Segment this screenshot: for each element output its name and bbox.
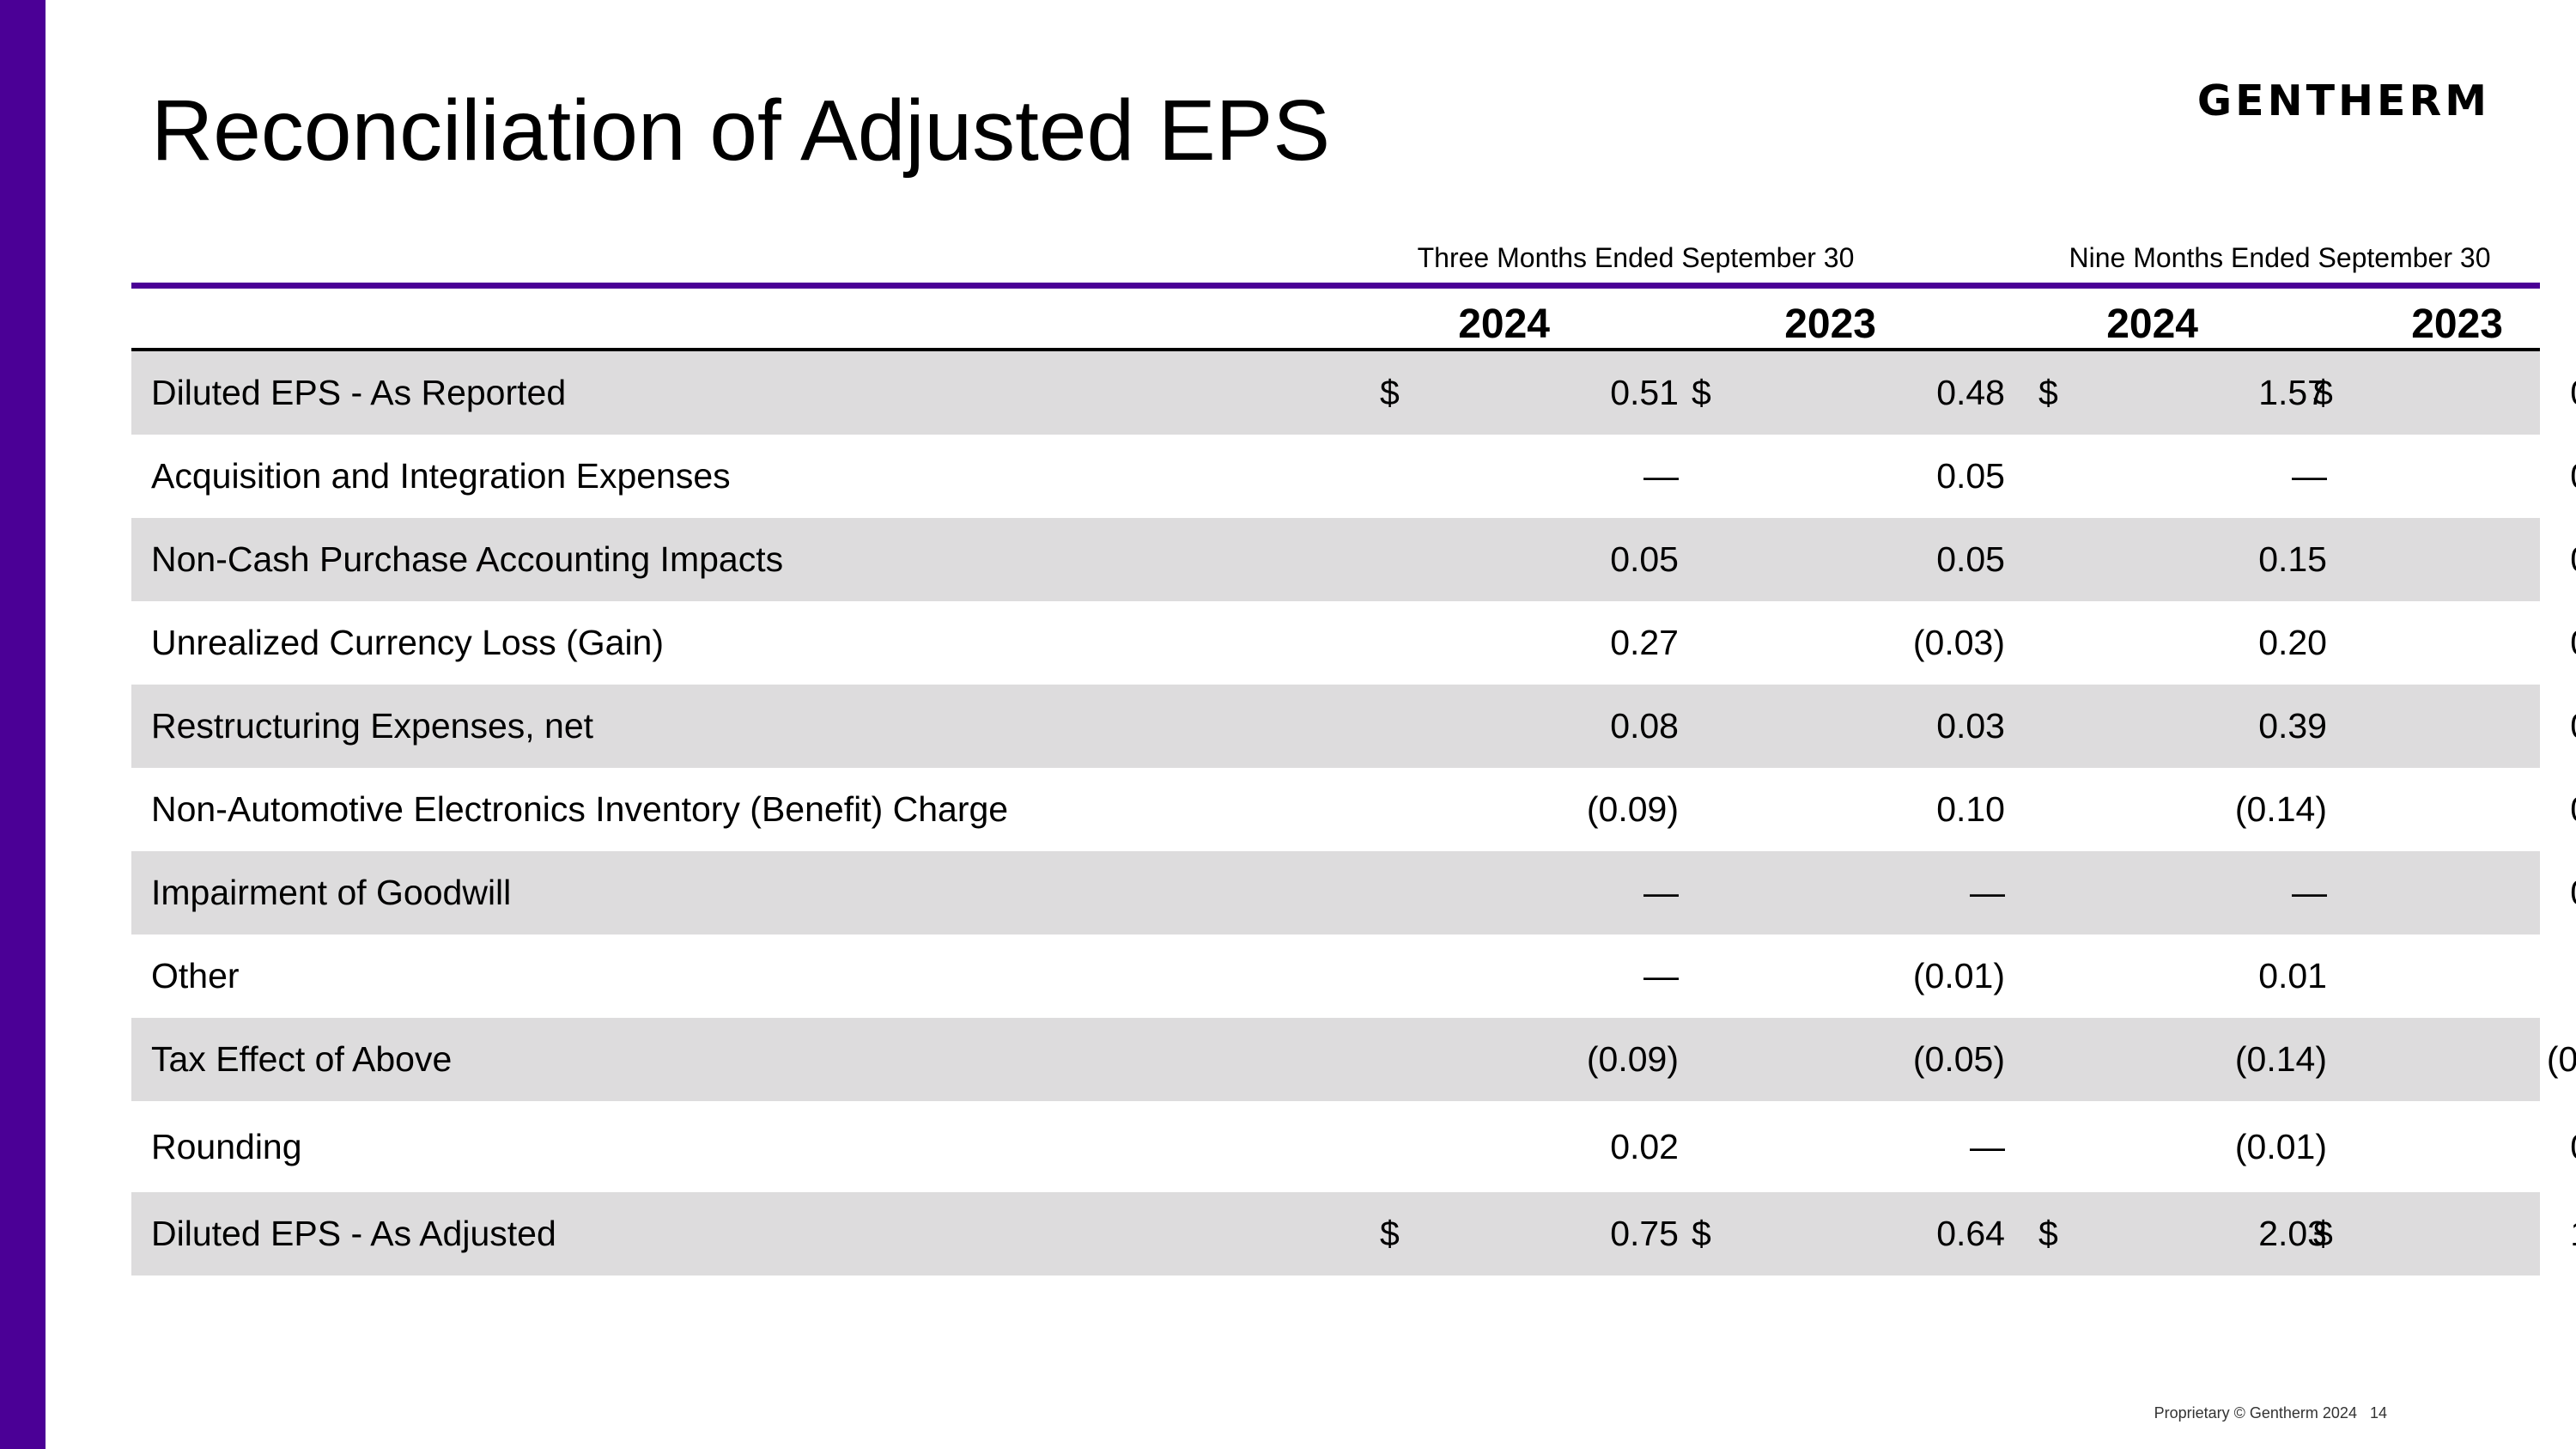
value-q3-2023: (0.05) xyxy=(1912,1039,2005,1079)
value-q3-2023: — xyxy=(1970,873,2005,912)
row-label: Acquisition and Integration Expenses xyxy=(151,456,731,496)
row-label: Diluted EPS - As Reported xyxy=(151,373,567,412)
table-row: Impairment of Goodwill — — — 0.59 xyxy=(131,851,2576,935)
eps-reconciliation-table: Diluted EPS - As Reported $0.51 $0.48 $1.57… xyxy=(131,351,2576,1275)
table-row: Restructuring Expenses, net 0.08 0.03 0.39 0… xyxy=(131,685,2576,768)
value-q3-2024: 0.05 xyxy=(1610,539,1679,579)
value-ytd-2023: 0.10 xyxy=(2398,685,2576,768)
period-header-three-months: Three Months Ended September 30 xyxy=(1417,242,1855,273)
row-label: Rounding xyxy=(151,1126,302,1166)
row-label: Non-Automotive Electronics Inventory (Be… xyxy=(151,789,1009,829)
value-q3-2024: — xyxy=(1643,956,1679,995)
value-ytd-2023: 0.13 xyxy=(2398,601,2576,685)
value-ytd-2024: (0.14) xyxy=(2234,1039,2327,1079)
table-row: Rounding 0.02 — (0.01) 0.01 xyxy=(131,1101,2576,1192)
value-q3-2024: 0.27 xyxy=(1610,623,1679,662)
currency-symbol-q3-2024: $ xyxy=(1380,373,1400,412)
table-row: Non-Automotive Electronics Inventory (Be… xyxy=(131,768,2576,851)
value-q3-2023: (0.03) xyxy=(1912,623,2005,662)
value-ytd-2023: 0.14 xyxy=(2398,435,2576,518)
currency-symbol-ytd-2024: $ xyxy=(2038,373,2058,412)
value-q3-2023: (0.01) xyxy=(1912,956,2005,995)
row-label: Other xyxy=(151,956,240,995)
row-label: Tax Effect of Above xyxy=(151,1039,453,1079)
slide-footer: Proprietary © Gentherm 2024 14 xyxy=(1975,1403,2387,1422)
value-ytd-2024: 0.39 xyxy=(2258,706,2327,746)
value-q3-2024: — xyxy=(1643,456,1679,496)
value-ytd-2023: 0.67 xyxy=(2398,351,2576,435)
value-q3-2024: 0.51 xyxy=(1610,373,1679,412)
value-q3-2024: 0.08 xyxy=(1610,706,1679,746)
value-q3-2024: 0.02 xyxy=(1610,1126,1679,1166)
row-label: Restructuring Expenses, net xyxy=(151,706,594,746)
currency-symbol-ytd-2023: $ xyxy=(2313,373,2333,412)
currency-symbol-q3-2023: $ xyxy=(1692,1214,1711,1253)
table-row: Acquisition and Integration Expenses — 0.0… xyxy=(131,435,2576,518)
value-q3-2023: 0.64 xyxy=(1936,1214,2005,1253)
side-accent-bar xyxy=(0,0,46,1449)
header-rule-purple xyxy=(131,283,2540,289)
value-q3-2023: 0.10 xyxy=(1936,789,2005,829)
value-ytd-2023: — xyxy=(2398,935,2576,1018)
row-label: Impairment of Goodwill xyxy=(151,873,512,912)
value-ytd-2024: (0.14) xyxy=(2234,789,2327,829)
year-header-ytd-2024: 2024 xyxy=(2106,301,2198,347)
value-ytd-2024: 0.15 xyxy=(2258,539,2327,579)
value-ytd-2024: 1.57 xyxy=(2258,373,2327,412)
value-ytd-2023: 0.59 xyxy=(2398,851,2576,935)
value-q3-2024: (0.09) xyxy=(1586,789,1679,829)
value-ytd-2024: — xyxy=(2292,456,2327,496)
table-row: Non-Cash Purchase Accounting Impacts 0.05… xyxy=(131,518,2576,601)
slide-title: Reconciliation of Adjusted EPS xyxy=(151,82,1331,179)
table-row: Other—(0.01)0.01— xyxy=(131,935,2540,1018)
value-ytd-2024: (0.01) xyxy=(2234,1126,2327,1166)
year-header-q3-2023: 2023 xyxy=(1784,301,1876,347)
year-header-q3-2024: 2024 xyxy=(1458,301,1550,347)
row-label: Unrealized Currency Loss (Gain) xyxy=(151,623,665,662)
value-ytd-2023: 1.71 xyxy=(2398,1192,2576,1275)
footer-copyright: Proprietary © Gentherm 2024 xyxy=(2154,1404,2357,1422)
value-q3-2023: 0.05 xyxy=(1936,539,2005,579)
year-header-ytd-2023: 2023 xyxy=(2411,301,2503,347)
table-row: Diluted EPS - As Reported $0.51 $0.48 $1.57… xyxy=(131,351,2576,435)
currency-symbol-ytd-2024: $ xyxy=(2038,1214,2058,1253)
row-label: Diluted EPS - As Adjusted xyxy=(151,1214,556,1253)
value-q3-2023: — xyxy=(1970,1126,2005,1166)
currency-symbol-ytd-2023: $ xyxy=(2313,1214,2333,1253)
row-label: Non-Cash Purchase Accounting Impacts xyxy=(151,539,784,579)
value-ytd-2023: 0.17 xyxy=(2398,518,2576,601)
table-row: Unrealized Currency Loss (Gain) 0.27 (0.03… xyxy=(131,601,2576,685)
header-rule-black xyxy=(131,348,2540,351)
value-q3-2024: — xyxy=(1643,873,1679,912)
value-ytd-2023: 0.16 xyxy=(2398,768,2576,851)
value-q3-2023: 0.48 xyxy=(1936,373,2005,412)
period-header-nine-months: Nine Months Ended September 30 xyxy=(2069,242,2491,273)
footer-page-number: 14 xyxy=(2369,1404,2387,1422)
currency-symbol-q3-2024: $ xyxy=(1380,1214,1400,1253)
value-ytd-2024: — xyxy=(2292,873,2327,912)
value-q3-2023: 0.03 xyxy=(1936,706,2005,746)
value-ytd-2024: 0.01 xyxy=(2258,956,2327,995)
value-q3-2024: 0.75 xyxy=(1610,1214,1679,1253)
value-q3-2023: 0.05 xyxy=(1936,456,2005,496)
value-ytd-2023: (0.26) xyxy=(2546,1039,2576,1079)
value-ytd-2024: 2.03 xyxy=(2258,1214,2327,1253)
value-ytd-2023: 0.01 xyxy=(2398,1101,2576,1192)
value-ytd-2024: 0.20 xyxy=(2258,623,2327,662)
value-q3-2024: (0.09) xyxy=(1586,1039,1679,1079)
table-row: Diluted EPS - As Adjusted $0.75 $0.64 $2.03… xyxy=(131,1192,2576,1275)
currency-symbol-q3-2023: $ xyxy=(1692,373,1711,412)
table-row: Tax Effect of Above (0.09) (0.05) (0.14) (0.… xyxy=(131,1018,2576,1101)
gentherm-logo: GENTHERM xyxy=(2196,76,2490,125)
